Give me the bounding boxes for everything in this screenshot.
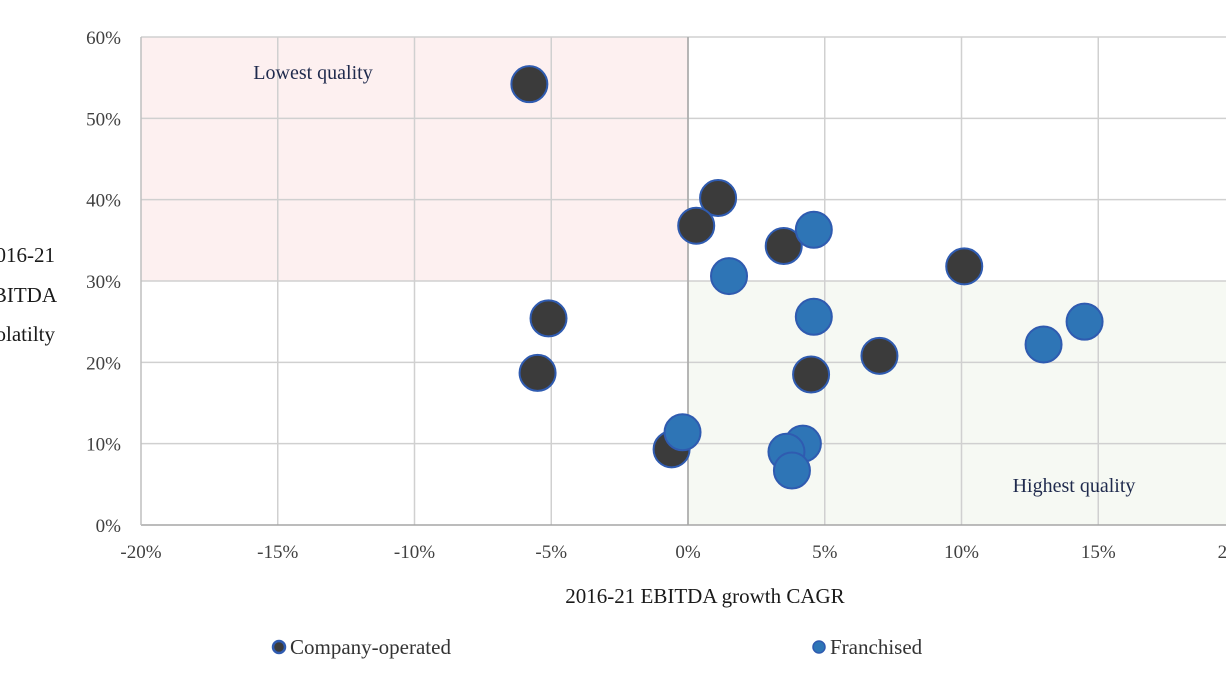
- legend: Company-operated Franchised: [271, 635, 923, 659]
- x-tick-label: -20%: [120, 542, 161, 563]
- x-tick-labels: -20% -15% -10% -5% 0% 5% 10% 15% 20%: [120, 542, 1226, 563]
- x-tick-label: 20%: [1218, 542, 1226, 563]
- point-franchised: [794, 210, 833, 249]
- x-tick-label: 0%: [675, 542, 701, 563]
- point-company-operated: [792, 355, 831, 394]
- x-tick-label: 15%: [1081, 542, 1116, 563]
- legend-label-company-operated: Company-operated: [290, 635, 451, 659]
- region-highest-quality: [688, 281, 1226, 525]
- y-tick-label: 60%: [86, 28, 121, 49]
- point-company-operated: [945, 247, 984, 286]
- x-axis-title: 2016-21 EBITDA growth CAGR: [565, 584, 844, 608]
- point-company-operated: [699, 179, 738, 218]
- point-company-operated: [529, 299, 568, 338]
- point-franchised: [1065, 302, 1104, 341]
- x-tick-label: -5%: [535, 542, 567, 563]
- y-tick-label: 30%: [86, 272, 121, 293]
- lowest-quality-label: Lowest quality: [253, 62, 372, 84]
- y-axis-title-line-1: 2016-21: [0, 243, 55, 267]
- x-tick-label: -10%: [394, 542, 435, 563]
- highest-quality-label: Highest quality: [1013, 475, 1136, 497]
- point-franchised: [794, 297, 833, 336]
- y-tick-label: 40%: [86, 191, 121, 212]
- y-tick-label: 10%: [86, 435, 121, 456]
- y-tick-label: 50%: [86, 109, 121, 130]
- point-company-operated: [764, 227, 803, 266]
- x-tick-label: 5%: [812, 542, 838, 563]
- point-company-operated: [677, 206, 716, 245]
- x-tick-label: -15%: [257, 542, 298, 563]
- point-franchised: [710, 257, 749, 296]
- point-franchised: [1024, 325, 1063, 364]
- x-tick-label: 10%: [944, 542, 979, 563]
- y-axis-title-line-3: volatilty: [0, 322, 55, 346]
- point-company-operated: [860, 336, 899, 375]
- y-tick-label: 20%: [86, 353, 121, 374]
- y-axis-title-line-2: EBITDA: [0, 283, 58, 307]
- legend-item-company-operated: Company-operated: [271, 635, 451, 659]
- legend-label-franchised: Franchised: [830, 635, 923, 659]
- point-company-operated: [510, 65, 549, 104]
- data-points: [510, 65, 1104, 490]
- point-company-operated: [518, 353, 557, 392]
- legend-marker-franchised: [812, 640, 826, 654]
- y-axis-title: 2016-21 EBITDA volatilty: [0, 243, 58, 346]
- y-tick-labels: 0% 10% 20% 30% 40% 50% 60%: [86, 28, 121, 537]
- legend-item-franchised: Franchised: [812, 635, 923, 659]
- point-franchised: [663, 413, 702, 452]
- y-tick-label: 0%: [96, 516, 122, 537]
- point-franchised: [772, 451, 811, 490]
- legend-marker-company-operated: [271, 639, 287, 655]
